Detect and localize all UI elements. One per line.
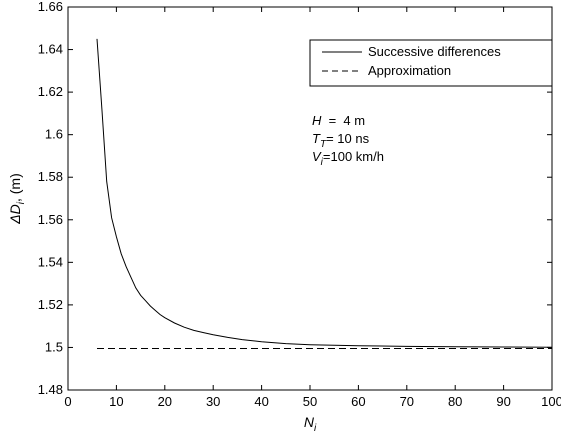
annotation-velocity: Vi=100 km/h xyxy=(312,149,384,168)
series-layer xyxy=(96,38,553,349)
x-tick-label: 30 xyxy=(206,394,220,409)
y-tick-label: 1.6 xyxy=(45,127,63,142)
y-axis-label-unit: , (m) xyxy=(7,173,23,202)
x-axis-label-main: N xyxy=(304,414,315,430)
y-tick-label: 1.54 xyxy=(38,254,63,269)
legend: Successive differences Approximation xyxy=(309,39,553,87)
y-tick-label: 1.62 xyxy=(38,84,63,99)
x-tick-label: 100 xyxy=(541,394,561,409)
annotation-time-var: T xyxy=(312,131,321,146)
x-tick-label: 70 xyxy=(400,394,414,409)
x-tick-label: 40 xyxy=(254,394,268,409)
y-axis-label-sub: i xyxy=(16,201,27,204)
x-tick-label: 50 xyxy=(303,394,317,409)
y-tick-label: 1.66 xyxy=(38,0,63,14)
annotation-time-sub: T xyxy=(320,139,327,150)
y-tick-label: 1.58 xyxy=(38,169,63,184)
legend-label-successive-differences: Successive differences xyxy=(368,44,501,59)
x-tick-label: 0 xyxy=(64,394,71,409)
y-axis-label: ΔDi, (m) xyxy=(7,173,27,225)
parameter-annotations: H = 4 m TT= 10 ns Vi=100 km/h xyxy=(312,113,384,168)
series-line-successive-differences xyxy=(96,38,553,348)
annotation-time: TT= 10 ns xyxy=(312,131,370,150)
annotation-velocity-value: =100 km/h xyxy=(323,149,384,164)
y-tick-label: 1.56 xyxy=(38,212,63,227)
y-tick-label: 1.52 xyxy=(38,297,63,312)
y-tick-label: 1.48 xyxy=(38,382,63,397)
annotation-time-value: = 10 ns xyxy=(326,131,370,146)
x-tick-label: 80 xyxy=(448,394,462,409)
legend-label-approximation: Approximation xyxy=(368,63,451,78)
x-axis-label-sub: i xyxy=(314,423,317,434)
y-tick-label: 1.5 xyxy=(45,339,63,354)
annotation-velocity-var: V xyxy=(312,149,322,164)
annotation-height-value: = 4 m xyxy=(321,113,365,128)
legend-box xyxy=(309,39,553,87)
x-tick-label: 90 xyxy=(496,394,510,409)
y-axis-label-main: ΔD xyxy=(7,204,23,225)
annotation-height: H = 4 m xyxy=(312,113,365,128)
x-tick-label: 10 xyxy=(109,394,123,409)
annotation-velocity-sub: i xyxy=(321,157,324,168)
y-tick-label: 1.64 xyxy=(38,42,63,57)
x-axis-label: Ni xyxy=(304,414,317,434)
x-tick-label: 60 xyxy=(351,394,365,409)
annotation-height-var: H xyxy=(312,113,322,128)
x-tick-label: 20 xyxy=(158,394,172,409)
ticks: 0 10 20 30 40 50 60 70 80 90 100 1.48 1.5 1.52 1.54 1.5… xyxy=(38,0,561,409)
